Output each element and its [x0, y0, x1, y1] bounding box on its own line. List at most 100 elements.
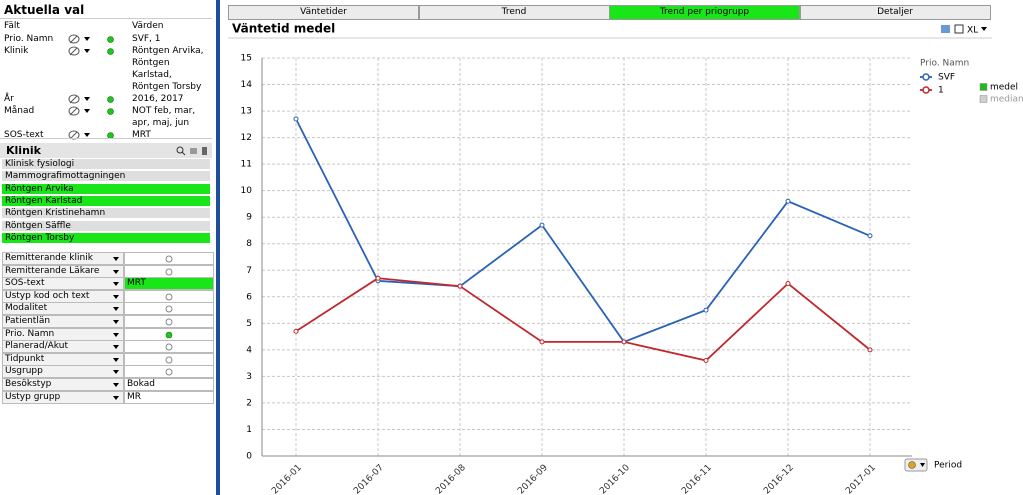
data-point [457, 283, 463, 289]
data-point [293, 116, 299, 122]
panel-title: Aktuella val [4, 3, 85, 17]
status-indicator [165, 318, 173, 326]
search-icon [68, 46, 90, 56]
measure-label: median [990, 95, 1023, 105]
listbox-item[interactable]: Klinisk fysiologi [2, 159, 210, 170]
multibox-field: Modalitet [2, 302, 124, 316]
field-name: SOS-text [5, 278, 45, 289]
search-icon [68, 130, 90, 140]
column-header: Värden [132, 21, 164, 31]
field-value: NOT feb, mar, apr, maj, jun [132, 106, 196, 128]
multibox-row[interactable]: Modalitet [2, 302, 214, 316]
y-tick-label: 11 [241, 160, 252, 170]
multibox-field: SOS-text [2, 277, 124, 291]
field-name: Månad [4, 106, 35, 116]
multibox-row[interactable]: Ustyp grupp MR [2, 390, 214, 404]
tab[interactable]: Detaljer [799, 5, 991, 20]
listbox-header: Klinik [0, 143, 212, 158]
legend-label: 1 [938, 86, 944, 96]
status-indicator [165, 356, 173, 364]
multibox-value [124, 302, 214, 316]
listbox-item[interactable]: Röntgen Karlstad [2, 195, 210, 207]
field-name: Prio. Namn [4, 34, 54, 44]
field-value: Röntgen Arvika, Röntgen Karlstad, Röntge… [132, 46, 204, 92]
status-indicator [165, 293, 173, 301]
field-name: Besökstyp [5, 379, 52, 389]
y-tick-label: 1 [246, 425, 252, 435]
multibox-value [124, 352, 214, 366]
listbox-item[interactable]: Röntgen Arvika [2, 183, 210, 195]
listbox-title: Klinik [6, 144, 41, 157]
multibox-row[interactable]: Remitterande klinik [2, 252, 214, 265]
status-indicator [165, 368, 173, 376]
x-tick-label: 2016-01 [270, 463, 304, 495]
legend-title: Prio. Namn [920, 59, 969, 69]
series-line [295, 118, 871, 344]
field-value: MRT [127, 278, 146, 289]
multibox-field: Remitterande Läkare [2, 264, 124, 278]
multibox-field: Planerad/Akut [2, 340, 124, 354]
field-value: MR [127, 391, 142, 402]
multibox-field: Tidpunkt [2, 352, 124, 366]
field-name: Remitterande klinik [5, 253, 93, 263]
dropdown-arrow [113, 370, 119, 375]
status-dot [107, 108, 114, 115]
dropdown-arrow [113, 282, 119, 287]
dropdown-arrow [113, 332, 119, 337]
multibox-row[interactable]: Besökstyp Bokad [2, 378, 214, 391]
multibox-row[interactable]: Ustyp kod och text [2, 289, 214, 303]
multibox-row[interactable]: Patientlän [2, 315, 214, 328]
data-point [867, 233, 873, 239]
tab[interactable]: Väntetider [228, 5, 419, 20]
x-tick-label: 2016-09 [516, 463, 550, 495]
multibox-row[interactable]: Tidpunkt [2, 352, 214, 366]
field-name: Patientlän [5, 316, 51, 326]
x-tick-label: 2016-11 [680, 463, 714, 495]
field-name: Klinik [4, 46, 29, 56]
listbox-item[interactable]: Röntgen Kristinehamn [2, 208, 210, 220]
search-icon [68, 106, 90, 116]
chart-title: Väntetid medel [232, 22, 335, 36]
status-indicator [165, 255, 173, 263]
multibox-row[interactable]: Prio. Namn [2, 327, 214, 341]
multibox-row[interactable]: SOS-text MRT [2, 277, 214, 291]
dropdown-arrow [113, 357, 119, 362]
listbox-item[interactable]: Röntgen Torsby [2, 232, 210, 244]
data-point [539, 222, 545, 228]
divider [216, 0, 220, 495]
multibox-row[interactable]: Planerad/Akut [2, 340, 214, 354]
field-name: År [4, 94, 14, 104]
y-tick-label: 13 [241, 107, 252, 117]
field-name: Tidpunkt [5, 353, 45, 364]
listbox-item[interactable]: Röntgen Säffle [2, 220, 210, 232]
dropdown-arrow [113, 320, 119, 324]
status-indicator [165, 268, 173, 276]
field-name: Planerad/Akut [5, 341, 68, 352]
multibox-field: Usgrupp [2, 365, 124, 379]
multibox-value [124, 365, 214, 379]
separator [0, 138, 212, 139]
dropdown-arrow [113, 395, 119, 400]
field-name: Prio. Namn [5, 328, 55, 339]
data-point [621, 339, 627, 345]
multibox-field: Besökstyp [2, 378, 124, 391]
field-value: 2016, 2017 [132, 94, 184, 104]
listbox-item[interactable]: Mammografimottagningen [2, 171, 210, 183]
separator [0, 18, 212, 19]
multibox-row[interactable]: Usgrupp [2, 365, 214, 379]
tab[interactable]: Trend [418, 5, 610, 20]
measure-swatch [979, 83, 988, 91]
export-button: XL [967, 26, 978, 36]
x-tick-label: 2017-01 [844, 463, 878, 495]
search-icon [68, 94, 90, 104]
y-tick-label: 10 [241, 186, 253, 196]
dropdown-arrow [113, 307, 119, 312]
multibox-value: Bokad [124, 378, 214, 391]
status-dot [107, 36, 114, 43]
dropdown-arrow [113, 345, 119, 350]
multibox-row[interactable]: Remitterande Läkare [2, 264, 214, 278]
x-tick-label: 2016-08 [434, 463, 468, 495]
field-value: Bokad [127, 379, 155, 389]
